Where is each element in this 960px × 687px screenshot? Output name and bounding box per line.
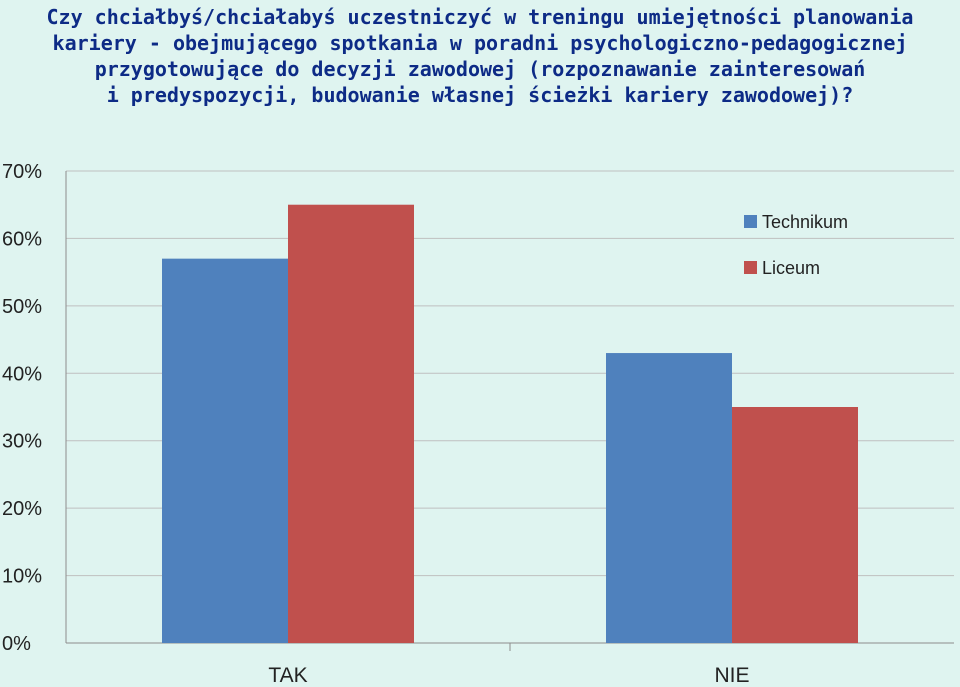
legend-label-technikum: Technikum <box>762 212 848 232</box>
bar-technikum-nie <box>606 353 732 643</box>
x-category-label: NIE <box>714 664 749 687</box>
chart-title-line: kariery - obejmującego spotkania w porad… <box>52 31 908 55</box>
y-tick-label: 70% <box>2 161 42 183</box>
y-tick-label: 30% <box>2 431 42 453</box>
bar-liceum-nie <box>732 407 858 643</box>
y-tick-label: 10% <box>2 566 42 588</box>
legend-swatch-technikum <box>744 215 757 228</box>
chart-title-line: przygotowujące do decyzji zawodowej (roz… <box>94 57 866 81</box>
chart-title: Czy chciałbyś/chciałabyś uczestniczyć w … <box>0 4 960 108</box>
y-tick-label: 20% <box>2 498 42 520</box>
y-tick-label: 60% <box>2 228 42 250</box>
bar-liceum-tak <box>288 204 414 643</box>
x-category-label: TAK <box>268 664 307 687</box>
y-tick-label: 50% <box>2 296 42 318</box>
y-tick-label: 0% <box>2 633 31 655</box>
y-tick-label: 40% <box>2 363 42 385</box>
legend-label-liceum: Liceum <box>762 258 820 278</box>
chart-title-line: Czy chciałbyś/chciałabyś uczestniczyć w … <box>46 5 914 29</box>
chart-title-line: i predyspozycji, budowanie własnej ścież… <box>106 83 854 107</box>
bar-technikum-tak <box>162 258 288 643</box>
legend-swatch-liceum <box>744 261 757 274</box>
